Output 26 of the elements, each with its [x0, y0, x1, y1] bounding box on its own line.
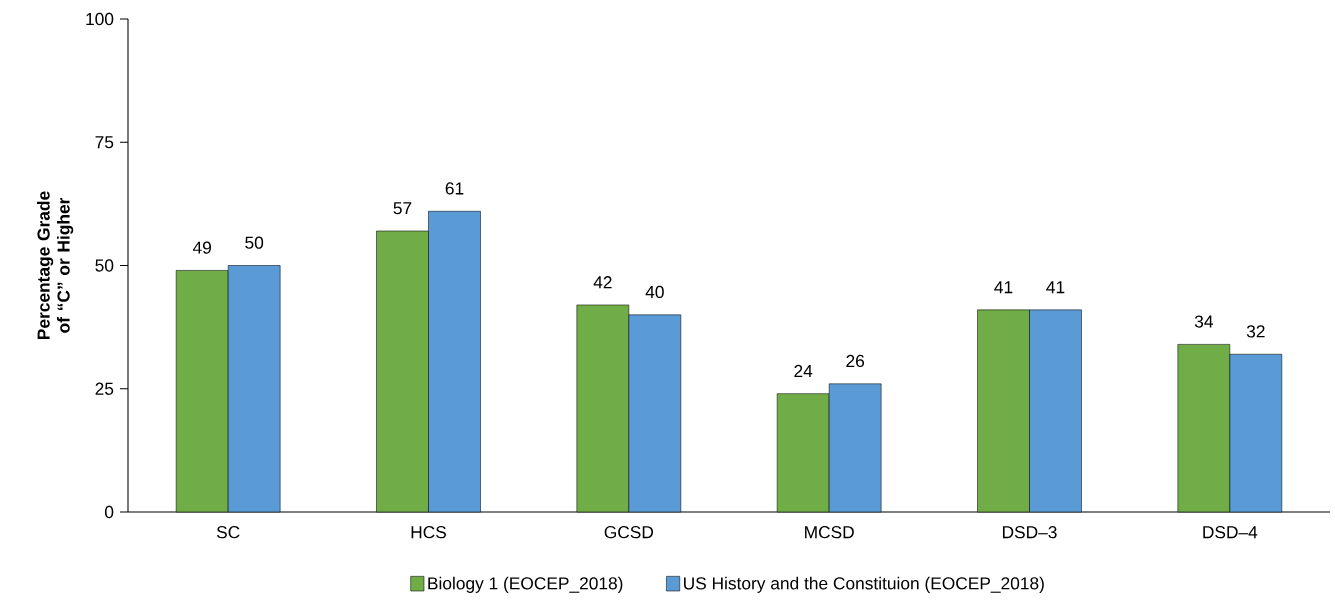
y-tick-label: 25	[95, 382, 114, 395]
x-tick-label: DSD–3	[1002, 526, 1057, 539]
data-label: 57	[393, 202, 412, 215]
x-tick-label: SC	[216, 526, 240, 539]
x-tick-label: DSD–4	[1203, 526, 1258, 539]
data-label: 32	[1246, 325, 1265, 338]
x-tick-label: MCSD	[805, 526, 854, 539]
data-label: 61	[445, 182, 464, 195]
y-tick-label: 0	[104, 505, 114, 519]
x-tick-label: GCSD	[604, 526, 654, 539]
y-tick-label: 75	[95, 136, 114, 149]
legend-label: US History and the Constituion (EOCEP_2018)	[684, 576, 1044, 593]
data-label: 50	[245, 236, 264, 249]
y-tick-label: 100	[86, 12, 114, 26]
y-axis-title: Percentage Grade of “C” or Higher	[36, 191, 74, 340]
y-tick-label: 50	[95, 259, 114, 272]
data-label: 24	[794, 364, 813, 377]
data-label: 42	[593, 276, 612, 289]
legend-label: Biology 1 (EOCEP_2018)	[428, 576, 623, 593]
data-label: 34	[1194, 315, 1213, 328]
data-label: 40	[645, 285, 664, 299]
data-label: 49	[192, 241, 211, 254]
data-label: 41	[1046, 281, 1065, 294]
data-label: 41	[994, 281, 1013, 294]
data-label: 26	[846, 354, 865, 368]
x-tick-label: HCS	[411, 526, 446, 539]
